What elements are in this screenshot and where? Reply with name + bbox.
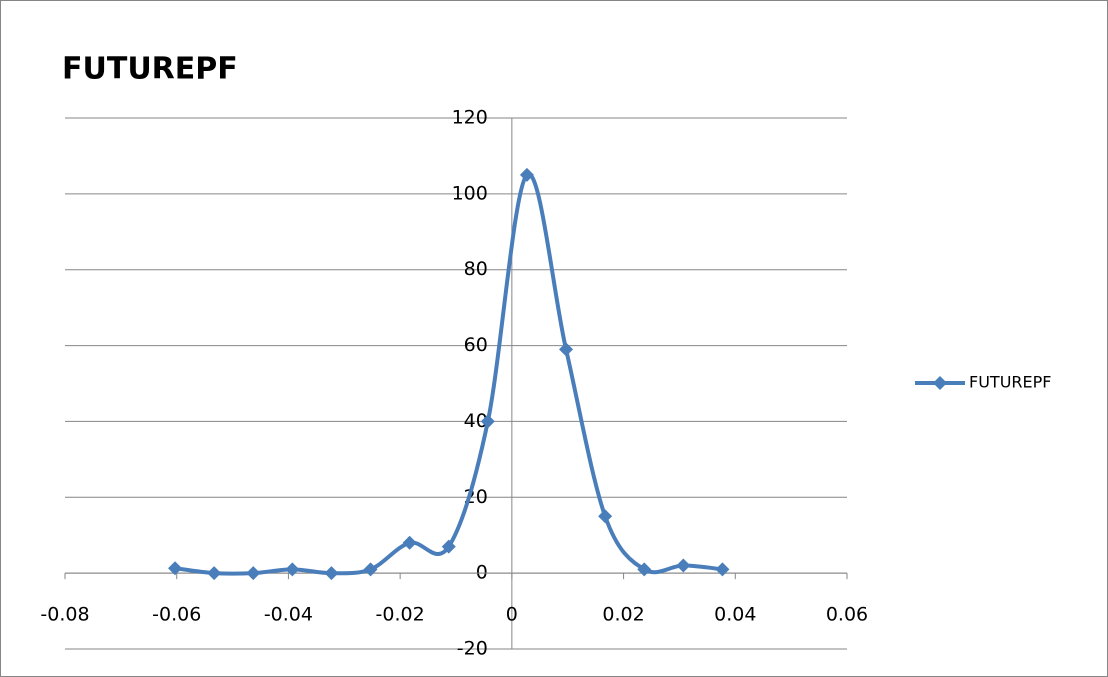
point-marker xyxy=(168,561,183,576)
x-tick-label: 0.04 xyxy=(714,604,756,626)
x-tick-label: -0.06 xyxy=(152,604,201,626)
point-marker xyxy=(519,167,534,182)
y-tick-label: 120 xyxy=(452,107,488,129)
x-tick-label: 0 xyxy=(506,604,518,626)
point-marker xyxy=(207,566,222,581)
y-tick-label: 60 xyxy=(464,334,488,356)
y-tick-label: -20 xyxy=(457,638,488,660)
point-marker xyxy=(363,562,378,577)
point-marker xyxy=(285,562,300,577)
point-marker xyxy=(559,342,574,357)
point-marker xyxy=(715,562,730,577)
point-marker xyxy=(676,558,691,573)
legend-marker xyxy=(933,376,947,390)
y-tick-label: 80 xyxy=(464,258,488,280)
point-marker xyxy=(441,539,456,554)
point-marker xyxy=(598,509,613,524)
x-tick-label: -0.08 xyxy=(40,604,89,626)
point-marker xyxy=(637,562,652,577)
x-tick-label: 0.02 xyxy=(602,604,644,626)
x-tick-label: -0.04 xyxy=(264,604,313,626)
point-marker xyxy=(402,535,417,550)
x-tick-label: 0.06 xyxy=(826,604,868,626)
point-marker xyxy=(480,414,495,429)
x-tick-label: -0.02 xyxy=(376,604,425,626)
legend-label: FUTUREPF xyxy=(969,373,1051,392)
point-marker xyxy=(324,566,339,581)
y-tick-label: 40 xyxy=(464,410,488,432)
chart-title: FUTUREPF xyxy=(62,52,238,87)
point-marker xyxy=(246,566,261,581)
y-tick-label: 100 xyxy=(452,182,488,204)
